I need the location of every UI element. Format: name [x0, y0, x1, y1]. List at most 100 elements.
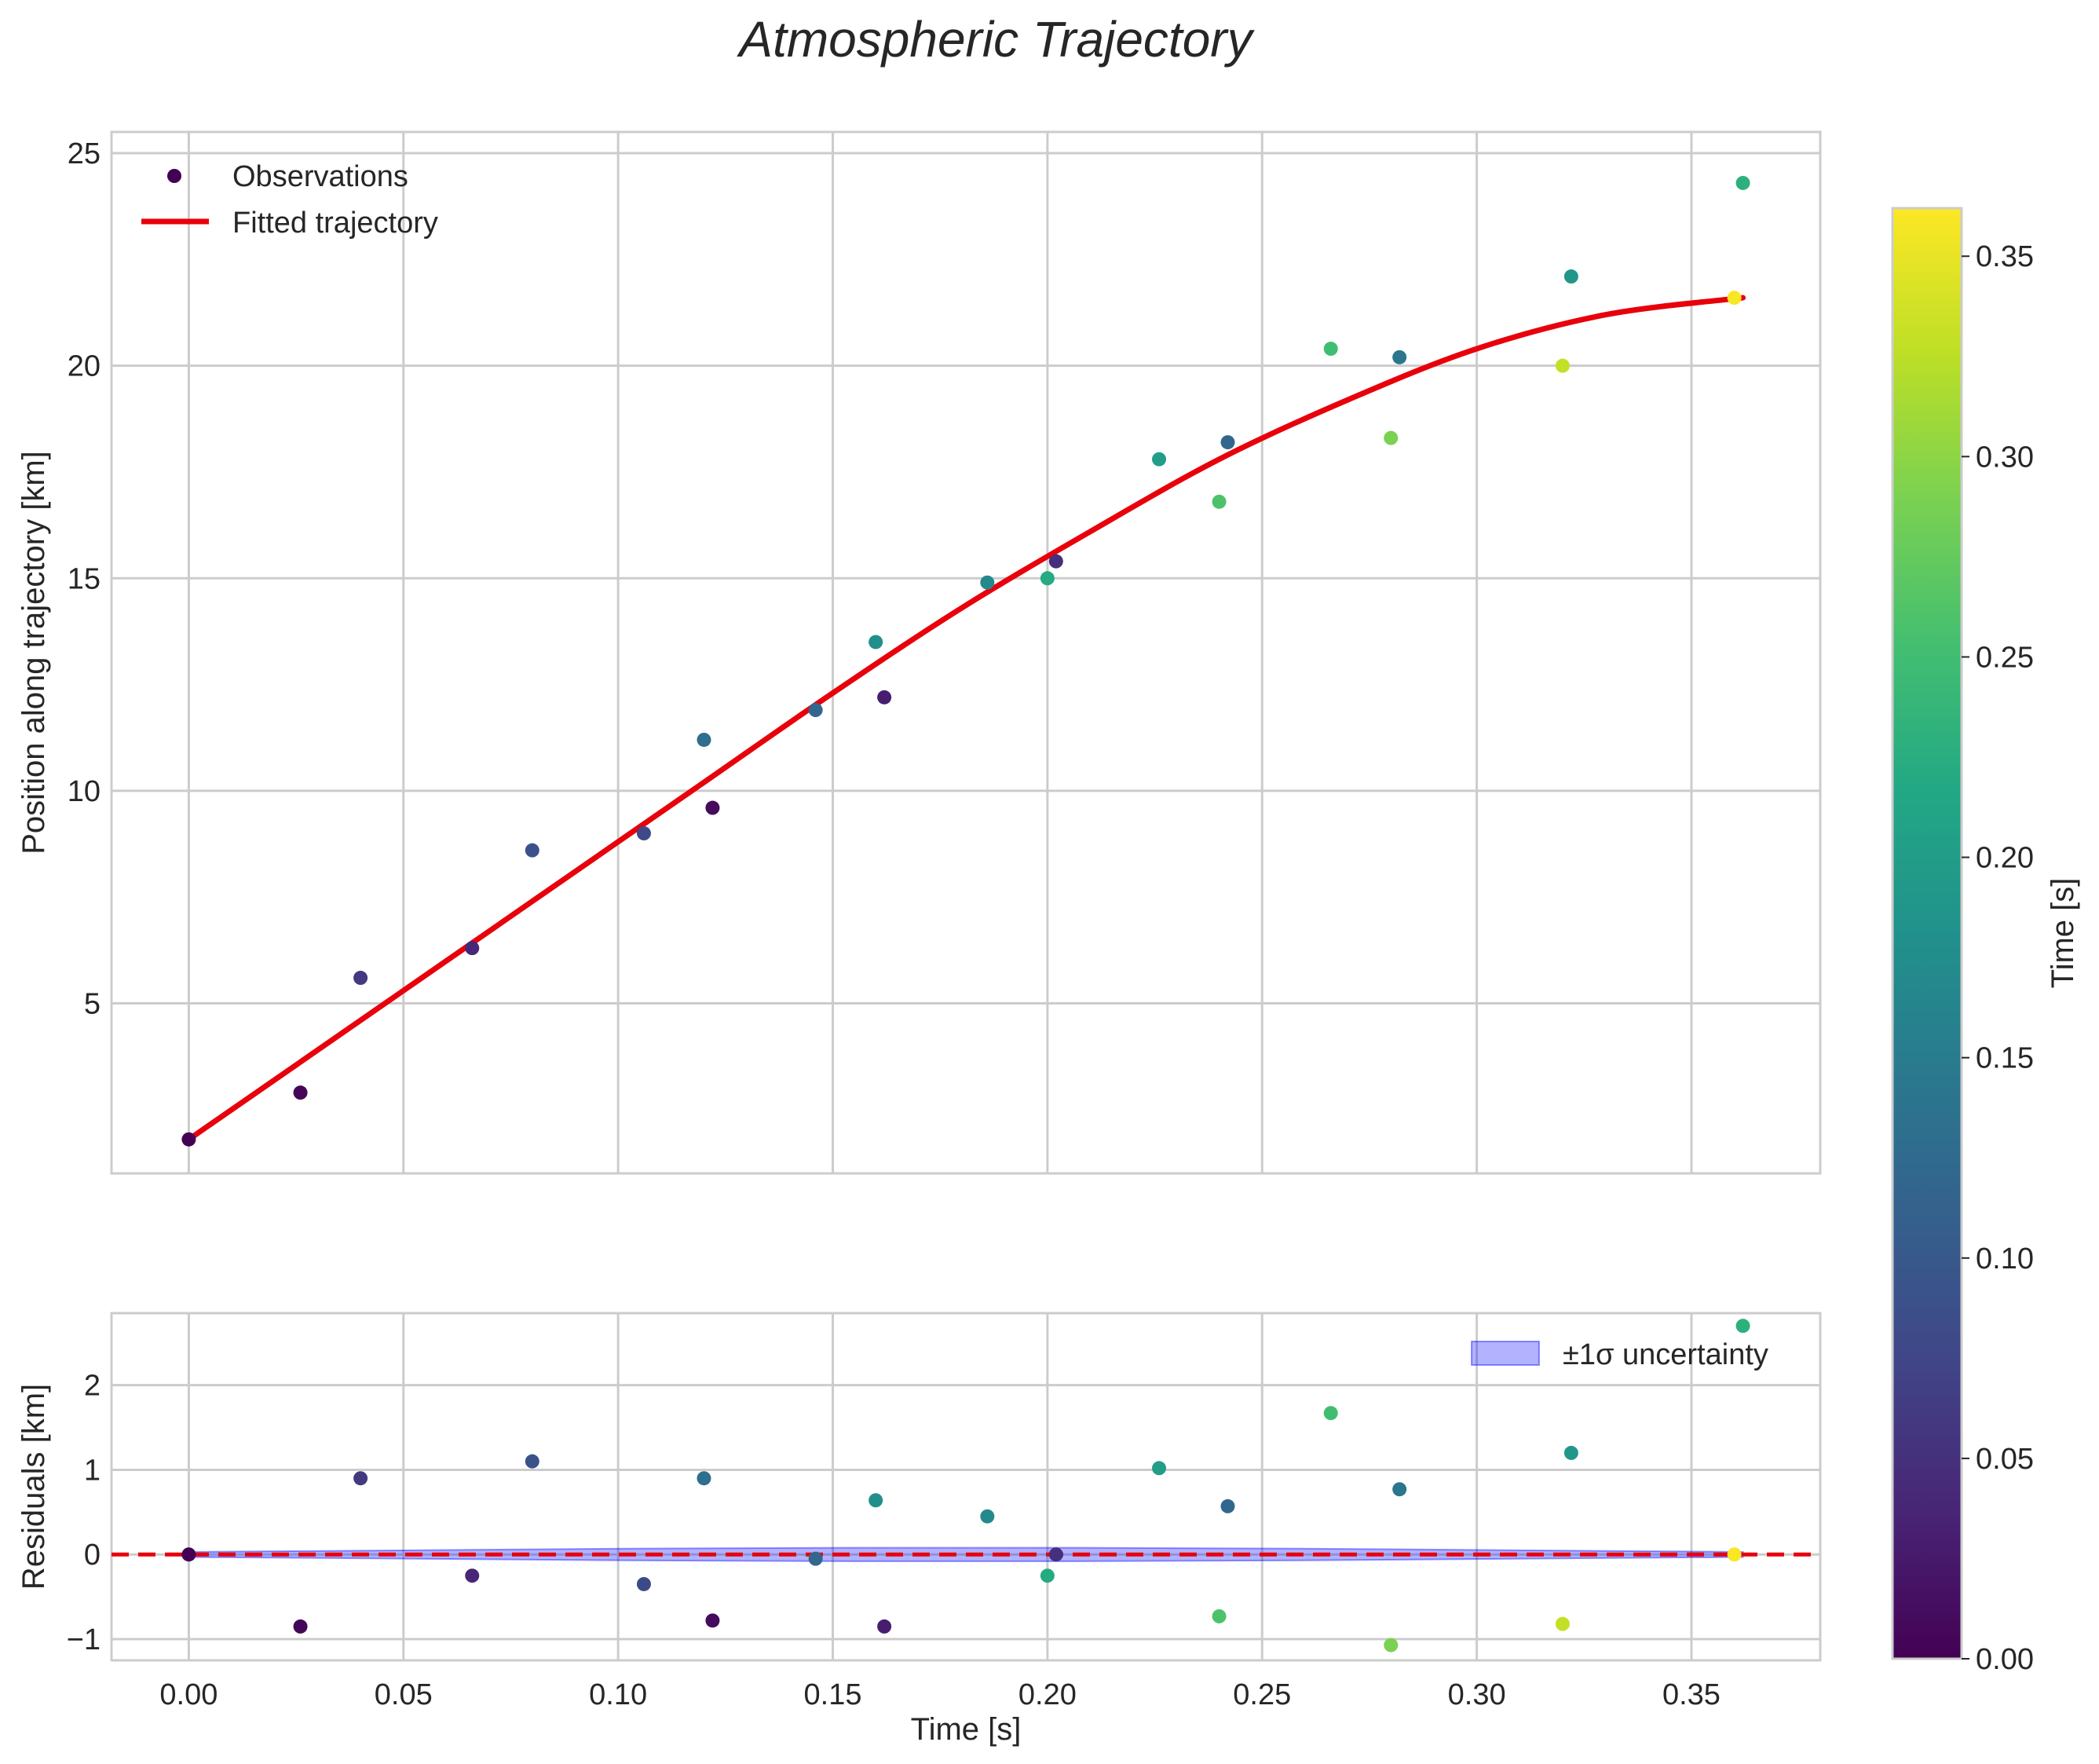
observation-point [525, 843, 539, 858]
colorbar-ticks: 0.00 0.05 0.10 0.15 0.20 0.25 0.30 0.35 [1962, 240, 2034, 1676]
residual-point [705, 1613, 720, 1628]
colorbar-tick-label: 0.30 [1976, 441, 2034, 474]
x-tick-label: 0.25 [1233, 1678, 1291, 1711]
residual-point [1212, 1608, 1227, 1623]
fitted-trajectory-line [185, 295, 1746, 1143]
legend-uncertainty-label: ±1σ uncertainty [1563, 1338, 1768, 1371]
residual-point [697, 1471, 711, 1486]
residual-point [1555, 1616, 1570, 1631]
residual-point [808, 1551, 823, 1566]
legend-observations-marker [167, 169, 181, 183]
observation-point [1040, 571, 1055, 586]
observation-point [1392, 350, 1407, 364]
observation-point [1048, 554, 1063, 569]
x-tick-label: 0.15 [804, 1678, 862, 1711]
residual-point [868, 1493, 883, 1508]
x-ticks: 0.00 0.05 0.10 0.15 0.20 0.25 0.30 0.35 [159, 1678, 1721, 1711]
residual-point [1727, 1547, 1742, 1562]
residual-point [293, 1619, 308, 1634]
colorbar-tick-label: 0.25 [1976, 641, 2034, 674]
observation-point [980, 575, 995, 590]
legend-observations-label: Observations [232, 160, 408, 193]
top-axes-frame [110, 130, 1822, 1175]
observation-point [181, 1132, 196, 1147]
residual-point [1048, 1547, 1063, 1562]
observation-point [465, 941, 480, 956]
bottom-y-tick-label: 0 [84, 1539, 101, 1572]
top-panel: 5 10 15 20 25 Position along trajectory [km]… [16, 130, 1822, 1175]
top-legend: Observations Fitted trajectory [141, 160, 438, 240]
observation-point [697, 732, 711, 747]
colorbar-tick-label: 0.05 [1976, 1443, 2034, 1476]
bottom-y-tick-label: −1 [67, 1623, 101, 1656]
chart-title: Atmospheric Trajectory [736, 11, 1255, 68]
colorbar-tick-label: 0.35 [1976, 240, 2034, 273]
residual-point [525, 1454, 539, 1469]
bottom-y-axis-label: Residuals [km] [16, 1384, 51, 1590]
x-tick-label: 0.20 [1018, 1678, 1077, 1711]
residual-point [877, 1619, 892, 1634]
colorbar-gradient [1892, 208, 1962, 1659]
top-y-tick-label: 15 [68, 562, 101, 595]
observation-point [636, 826, 651, 841]
x-tick-label: 0.05 [375, 1678, 433, 1711]
bottom-residual-points [181, 1319, 1750, 1652]
top-grid [112, 132, 1820, 1173]
bottom-legend: ±1σ uncertainty [1471, 1338, 1768, 1371]
top-y-tick-label: 20 [68, 350, 101, 383]
colorbar-tick-label: 0.20 [1976, 842, 2034, 875]
x-tick-label: 0.10 [589, 1678, 647, 1711]
observation-point [1220, 435, 1235, 450]
residual-point [181, 1547, 196, 1562]
top-y-tick-label: 25 [68, 137, 101, 170]
observation-point [293, 1085, 308, 1100]
x-tick-label: 0.35 [1662, 1678, 1721, 1711]
colorbar-tick-label: 0.15 [1976, 1042, 2034, 1075]
colorbar-tick-label: 0.00 [1976, 1643, 2034, 1676]
legend-fit-label: Fitted trajectory [232, 207, 438, 240]
bottom-y-tick-label: 1 [84, 1454, 101, 1487]
top-y-ticks: 5 10 15 20 25 [68, 137, 101, 1020]
observation-point [1152, 452, 1167, 467]
x-tick-label: 0.00 [159, 1678, 218, 1711]
observation-point [1735, 175, 1750, 190]
x-axis-label: Time [s] [911, 1712, 1022, 1747]
colorbar-tick-label: 0.10 [1976, 1242, 2034, 1275]
residual-point [1040, 1568, 1055, 1583]
residual-point [1384, 1638, 1399, 1652]
residual-point [1735, 1319, 1750, 1334]
bottom-axes-frame [110, 1312, 1822, 1662]
residual-point [1392, 1482, 1407, 1497]
x-tick-label: 0.30 [1448, 1678, 1506, 1711]
observation-point [353, 971, 368, 986]
observation-point [877, 690, 892, 705]
residual-point [1563, 1445, 1578, 1460]
residual-point [1220, 1499, 1235, 1513]
residual-point [465, 1568, 480, 1583]
observation-point [808, 703, 823, 718]
top-y-axis-label: Position along trajectory [km] [16, 451, 51, 855]
observation-point [1323, 342, 1338, 357]
bottom-y-ticks: −1 0 1 2 [67, 1370, 101, 1656]
residual-point [1323, 1406, 1338, 1421]
bottom-y-tick-label: 2 [84, 1370, 101, 1403]
top-y-tick-label: 5 [84, 988, 101, 1021]
residual-point [636, 1576, 651, 1591]
bottom-panel: −1 0 1 2 0.00 0.05 0.10 0.15 0.20 0.25 0.30 0.35 T… [16, 1312, 1822, 1747]
top-y-tick-label: 10 [68, 775, 101, 808]
colorbar: 0.00 0.05 0.10 0.15 0.20 0.25 0.30 0.35 Time [s… [1891, 207, 2080, 1676]
colorbar-label: Time [s] [2046, 878, 2080, 989]
colorbar-frame [1891, 207, 1963, 1660]
observation-point [1727, 291, 1742, 306]
observation-point [1384, 430, 1399, 445]
observation-point [868, 635, 883, 650]
observation-point [1555, 358, 1570, 373]
observation-point [1563, 269, 1578, 284]
legend-uncertainty-swatch [1471, 1341, 1540, 1366]
observation-point [705, 800, 720, 815]
residual-point [353, 1471, 368, 1486]
residual-point [980, 1509, 995, 1524]
residual-point [1152, 1461, 1167, 1476]
top-observation-points [181, 175, 1750, 1147]
